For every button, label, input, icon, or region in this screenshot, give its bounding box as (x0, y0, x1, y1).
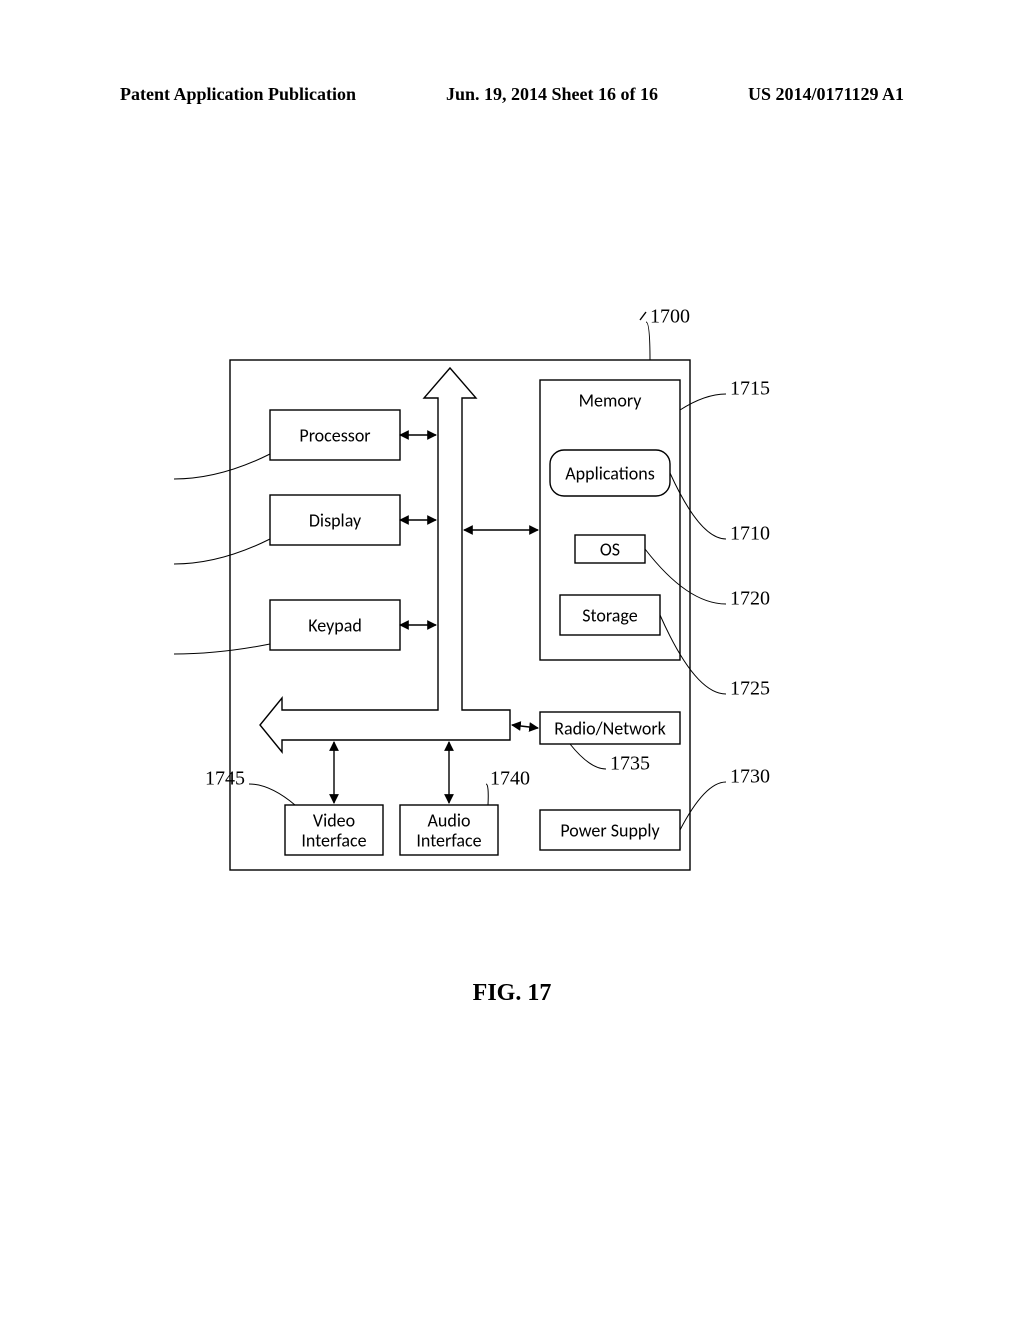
storage-label: Storage (582, 604, 637, 626)
video-interface-label1: Video (313, 809, 355, 831)
ref-1710-text: 1710 (730, 523, 770, 545)
page-header: Patent Application Publication Jun. 19, … (120, 84, 904, 105)
processor-label: Processor (299, 424, 370, 446)
page: Patent Application Publication Jun. 19, … (0, 0, 1024, 1320)
ref-1745-text: 1745 (205, 768, 245, 790)
header-right: US 2014/0171129 A1 (748, 84, 904, 105)
ref-1730-leader (680, 782, 726, 830)
ref-1730-text: 1730 (730, 766, 770, 788)
ref-1700-tick (640, 312, 646, 320)
ref-1720-text: 1720 (730, 588, 770, 610)
arrow-bus-radio (512, 725, 538, 728)
ref-1735-leader (570, 744, 606, 769)
ref-1705-leader (174, 454, 270, 479)
ref-1735-text: 1735 (610, 753, 650, 775)
figure-diagram: Processor Display Keypad Memory Applications… (170, 300, 810, 910)
audio-interface-label1: Audio (428, 809, 471, 831)
ref-1740-leader (486, 784, 488, 805)
ref-1760-leader (174, 644, 270, 654)
ref-1740-text: 1740 (490, 768, 530, 790)
ref-1710-leader (670, 473, 726, 539)
audio-interface-label2: Interface (416, 829, 481, 851)
power-supply-label: Power Supply (560, 819, 660, 841)
header-center: Jun. 19, 2014 Sheet 16 of 16 (446, 84, 658, 105)
video-interface-label2: Interface (301, 829, 366, 851)
header-left: Patent Application Publication (120, 84, 356, 105)
ref-1755-leader (174, 539, 270, 564)
os-label: OS (600, 538, 620, 560)
keypad-label: Keypad (308, 614, 362, 636)
figure-caption: FIG. 17 (0, 980, 1024, 1007)
ref-1725-text: 1725 (730, 678, 770, 700)
ref-1715-text: 1715 (730, 378, 770, 400)
ref-1745-leader (249, 784, 295, 805)
ref-1720-leader (645, 549, 726, 604)
memory-label: Memory (579, 389, 643, 411)
bus-arrow (260, 368, 510, 752)
ref-1700-text: 1700 (650, 306, 690, 328)
ref-1725-leader (660, 615, 726, 694)
radio-network-label: Radio/Network (554, 717, 666, 739)
ref-1700-leader (646, 322, 650, 360)
applications-label: Applications (565, 462, 655, 484)
ref-1715-leader (680, 394, 726, 410)
display-label: Display (309, 509, 362, 531)
